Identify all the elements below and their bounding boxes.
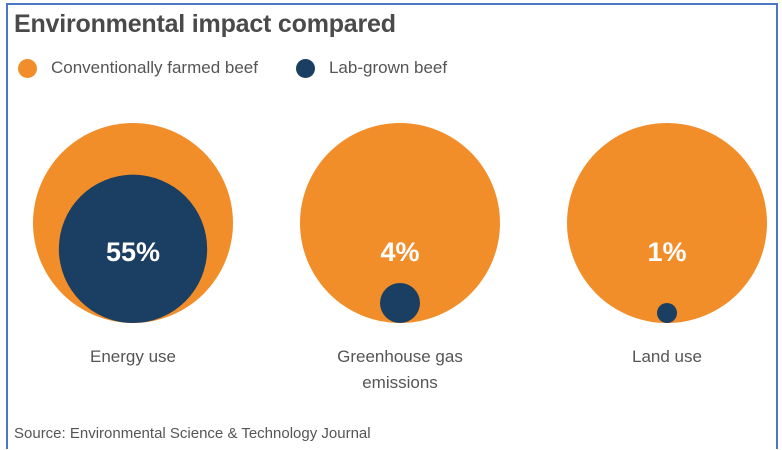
category-label-greenhouse-gas-emissions-line-1: Greenhouse gas — [337, 347, 463, 366]
bubble-lab-grown-land-use — [657, 303, 677, 323]
chart-title: Environmental impact compared — [14, 10, 396, 38]
legend-item-lab-grown: Lab-grown beef — [295, 58, 448, 78]
source-note: Source: Environmental Science & Technolo… — [14, 425, 371, 442]
bubble-lab-grown-energy-use — [58, 174, 208, 323]
category-label-energy-use: Energy use — [90, 347, 176, 366]
legend-swatch-lab-grown — [295, 58, 315, 78]
data-label-energy-use: 55% — [106, 237, 160, 267]
legend-swatch-conventional — [18, 58, 37, 78]
category-label-greenhouse-gas-emissions-line-2: emissions — [362, 373, 438, 392]
bubble-conventional-greenhouse-gas-emissions — [300, 123, 500, 323]
chart-legend: Conventionally farmed beef Lab-grown bee… — [18, 58, 485, 78]
bubble-conventional-land-use — [567, 123, 767, 323]
data-label-greenhouse-gas-emissions: 4% — [380, 237, 419, 267]
category-label-land-use: Land use — [632, 347, 702, 366]
bubble-lab-grown-greenhouse-gas-emissions — [380, 283, 420, 323]
legend-label-conventional: Conventionally farmed beef — [51, 58, 258, 77]
legend-item-conventional: Conventionally farmed beef — [18, 58, 258, 78]
data-label-land-use: 1% — [647, 237, 686, 267]
legend-label-lab-grown: Lab-grown beef — [328, 58, 448, 77]
